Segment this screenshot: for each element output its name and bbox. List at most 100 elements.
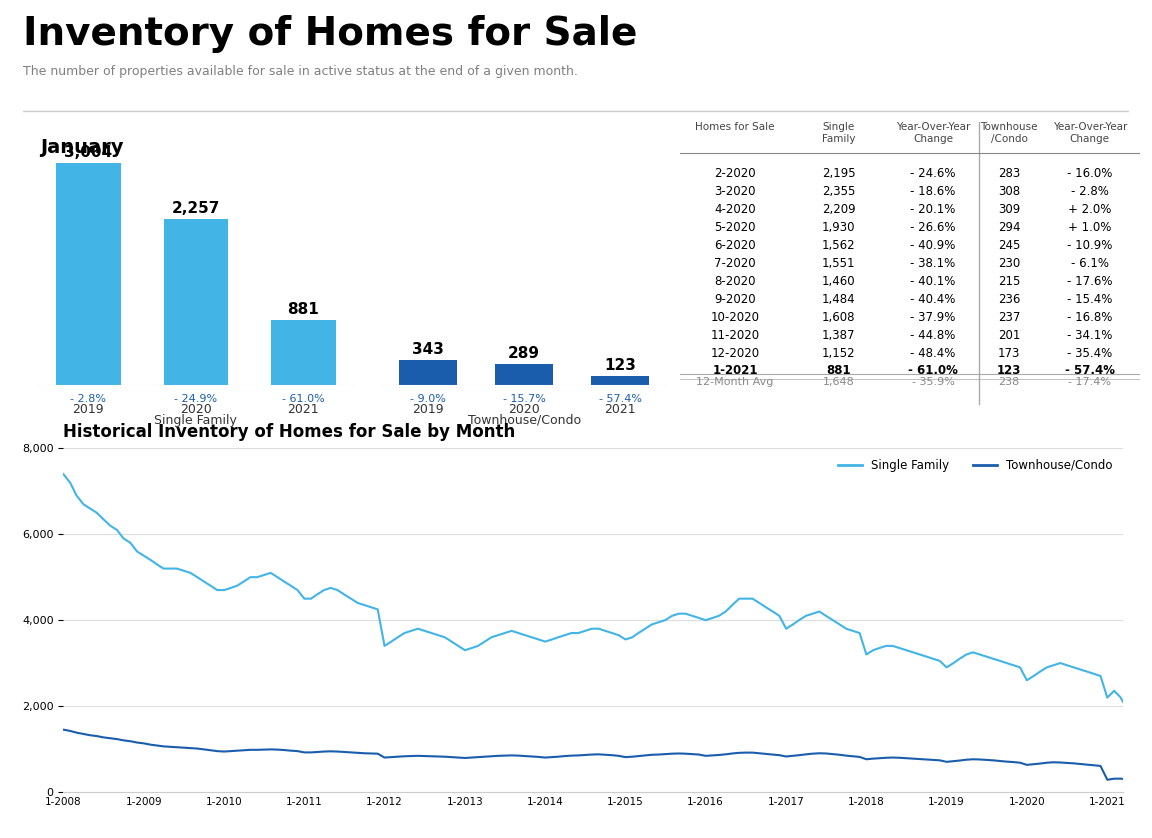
Text: Inventory of Homes for Sale: Inventory of Homes for Sale xyxy=(23,15,637,53)
Text: 9-2020: 9-2020 xyxy=(714,292,756,306)
Text: 1,930: 1,930 xyxy=(821,221,856,234)
Bar xyxy=(56,163,121,385)
Text: Single
Family: Single Family xyxy=(821,122,856,144)
Text: 2021: 2021 xyxy=(288,403,319,416)
Text: - 20.1%: - 20.1% xyxy=(910,203,956,216)
Text: 201: 201 xyxy=(998,328,1021,342)
Text: The number of properties available for sale in active status at the end of a giv: The number of properties available for s… xyxy=(23,65,578,79)
Text: - 17.4%: - 17.4% xyxy=(1068,377,1112,387)
Bar xyxy=(591,376,649,385)
Text: 2021: 2021 xyxy=(605,403,636,416)
Text: 3-2020: 3-2020 xyxy=(714,185,756,199)
Text: - 40.9%: - 40.9% xyxy=(910,239,956,252)
Text: 289: 289 xyxy=(508,346,540,361)
Text: 237: 237 xyxy=(998,311,1021,323)
Text: 173: 173 xyxy=(998,347,1021,360)
Text: 238: 238 xyxy=(999,377,1020,387)
Text: 2-2020: 2-2020 xyxy=(714,168,756,180)
Text: - 10.9%: - 10.9% xyxy=(1067,239,1113,252)
Text: 308: 308 xyxy=(998,185,1021,199)
Text: 236: 236 xyxy=(998,292,1021,306)
Text: 123: 123 xyxy=(604,359,636,374)
Text: 123: 123 xyxy=(996,365,1022,377)
Text: - 24.9%: - 24.9% xyxy=(174,395,218,405)
Text: 2,195: 2,195 xyxy=(821,168,856,180)
Text: - 9.0%: - 9.0% xyxy=(410,395,446,405)
Text: 2,209: 2,209 xyxy=(821,203,856,216)
Text: 12-2020: 12-2020 xyxy=(711,347,759,360)
Text: 230: 230 xyxy=(998,257,1021,270)
Text: 2020: 2020 xyxy=(180,403,212,416)
Text: 245: 245 xyxy=(998,239,1021,252)
Text: 881: 881 xyxy=(288,303,319,318)
Text: 1,460: 1,460 xyxy=(821,275,856,288)
Text: - 57.4%: - 57.4% xyxy=(599,395,642,405)
Text: 1,152: 1,152 xyxy=(821,347,856,360)
Text: 8-2020: 8-2020 xyxy=(714,275,756,288)
Text: - 15.7%: - 15.7% xyxy=(502,395,546,405)
Text: 7-2020: 7-2020 xyxy=(714,257,756,270)
Text: - 24.6%: - 24.6% xyxy=(910,168,956,180)
Text: - 35.4%: - 35.4% xyxy=(1067,347,1113,360)
Bar xyxy=(271,320,335,385)
Text: Single Family: Single Family xyxy=(154,414,237,427)
Text: Townhouse
/Condo: Townhouse /Condo xyxy=(980,122,1038,144)
Text: - 16.8%: - 16.8% xyxy=(1067,311,1113,323)
Text: Homes for Sale: Homes for Sale xyxy=(695,122,775,132)
Bar xyxy=(164,219,228,385)
Text: 294: 294 xyxy=(998,221,1021,234)
Text: January: January xyxy=(40,137,123,157)
Text: - 44.8%: - 44.8% xyxy=(910,328,956,342)
Text: Townhouse/Condo: Townhouse/Condo xyxy=(468,414,581,427)
Text: 283: 283 xyxy=(998,168,1021,180)
Text: 1,608: 1,608 xyxy=(821,311,856,323)
Text: 11-2020: 11-2020 xyxy=(711,328,759,342)
Text: 12-Month Avg: 12-Month Avg xyxy=(696,377,774,387)
Text: 2020: 2020 xyxy=(508,403,540,416)
Text: - 38.1%: - 38.1% xyxy=(910,257,956,270)
Text: 1,484: 1,484 xyxy=(821,292,856,306)
Text: Year-Over-Year
Change: Year-Over-Year Change xyxy=(896,122,970,144)
Text: - 6.1%: - 6.1% xyxy=(1071,257,1108,270)
Text: - 34.1%: - 34.1% xyxy=(1067,328,1113,342)
Text: 2019: 2019 xyxy=(73,403,104,416)
Text: 1-2021: 1-2021 xyxy=(712,365,758,377)
Text: 2019: 2019 xyxy=(412,403,444,416)
Text: - 26.6%: - 26.6% xyxy=(910,221,956,234)
Bar xyxy=(495,364,553,385)
Text: - 16.0%: - 16.0% xyxy=(1067,168,1113,180)
Text: - 40.1%: - 40.1% xyxy=(910,275,956,288)
Legend: Single Family, Townhouse/Condo: Single Family, Townhouse/Condo xyxy=(834,454,1117,477)
Text: - 35.9%: - 35.9% xyxy=(911,377,955,387)
Text: Year-Over-Year
Change: Year-Over-Year Change xyxy=(1053,122,1127,144)
Text: - 40.4%: - 40.4% xyxy=(910,292,956,306)
Text: + 2.0%: + 2.0% xyxy=(1068,203,1112,216)
Text: - 17.6%: - 17.6% xyxy=(1067,275,1113,288)
Text: 343: 343 xyxy=(412,342,445,357)
Text: - 61.0%: - 61.0% xyxy=(282,395,325,405)
Text: - 15.4%: - 15.4% xyxy=(1067,292,1113,306)
Text: 2,257: 2,257 xyxy=(172,200,220,215)
Text: 881: 881 xyxy=(826,365,851,377)
Bar xyxy=(400,360,457,385)
Text: 1,387: 1,387 xyxy=(821,328,856,342)
Text: - 61.0%: - 61.0% xyxy=(908,365,958,377)
Text: 5-2020: 5-2020 xyxy=(714,221,756,234)
Text: Historical Inventory of Homes for Sale by Month: Historical Inventory of Homes for Sale b… xyxy=(63,423,516,442)
Text: 2,355: 2,355 xyxy=(823,185,855,199)
Text: 1,562: 1,562 xyxy=(821,239,856,252)
Text: - 57.4%: - 57.4% xyxy=(1064,365,1115,377)
Text: + 1.0%: + 1.0% xyxy=(1068,221,1112,234)
Text: 6-2020: 6-2020 xyxy=(714,239,756,252)
Text: 1,648: 1,648 xyxy=(823,377,855,387)
Text: - 18.6%: - 18.6% xyxy=(910,185,956,199)
Text: 215: 215 xyxy=(998,275,1021,288)
Text: - 2.8%: - 2.8% xyxy=(70,395,106,405)
Text: 309: 309 xyxy=(998,203,1021,216)
Text: - 48.4%: - 48.4% xyxy=(910,347,956,360)
Text: 1,551: 1,551 xyxy=(821,257,856,270)
Text: 4-2020: 4-2020 xyxy=(714,203,756,216)
Text: - 37.9%: - 37.9% xyxy=(910,311,956,323)
Text: 10-2020: 10-2020 xyxy=(711,311,759,323)
Text: - 2.8%: - 2.8% xyxy=(1071,185,1108,199)
